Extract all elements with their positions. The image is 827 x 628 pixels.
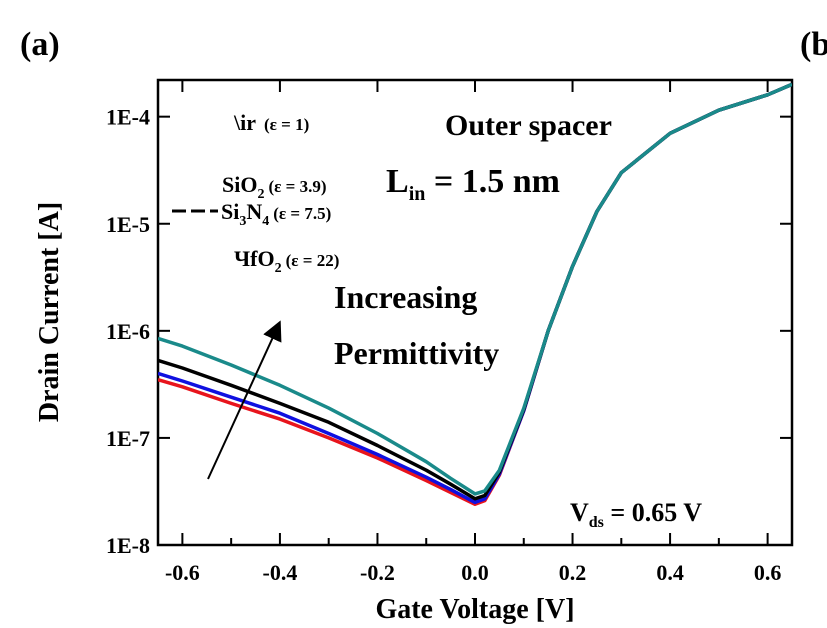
legend-item-air: \ir (ε = 1)	[233, 110, 309, 135]
legend-hfo2-main: ЧfO	[234, 246, 275, 271]
legend-si3n4-sub2: 4	[262, 214, 269, 229]
series-line-3	[158, 82, 792, 496]
y-tick-label: 1E-7	[106, 426, 150, 451]
annotation-vds-main: V	[570, 498, 589, 527]
legend-hfo2-sub: 2	[275, 261, 282, 276]
increasing-arrow	[207, 320, 282, 480]
annotation-lin-sub: in	[409, 183, 426, 205]
legend-air-eps: (ε = 1)	[264, 115, 309, 134]
annotation-lin-main: L	[386, 163, 409, 200]
legend-si3n4-b: N	[246, 199, 262, 224]
x-tick-label: 0.2	[559, 560, 587, 585]
legend-item-sio2: SiO2 (ε = 3.9)	[222, 172, 327, 202]
y-axis-ticks: 1E-8 1E-7 1E-6 1E-5 1E-4	[106, 105, 792, 558]
y-axis-label: Drain Current [A]	[34, 202, 65, 422]
next-panel-label: (b	[800, 26, 827, 63]
x-tick-label: -0.4	[263, 560, 298, 585]
y-tick-label: 1E-5	[106, 212, 150, 237]
y-tick-label: 1E-6	[106, 319, 150, 344]
x-axis-ticks: -0.6 -0.4 -0.2 0.0 0.2 0.4 0.6	[165, 80, 781, 585]
annotation-increasing: Increasing	[334, 279, 477, 315]
y-tick-label: 1E-8	[106, 533, 150, 558]
legend-si3n4-eps: (ε = 7.5)	[273, 204, 331, 223]
annotation-lin: Lin = 1.5 nm	[386, 163, 560, 205]
y-tick-label: 1E-4	[106, 105, 150, 130]
x-tick-label: 0.0	[461, 560, 489, 585]
curves-group	[158, 82, 792, 507]
legend-si3n4-sub1: 3	[239, 214, 246, 229]
legend: \ir (ε = 1) SiO2 (ε = 3.9) Si3N4 (ε = 7.5)…	[172, 110, 339, 276]
legend-hfo2-eps: (ε = 22)	[286, 251, 340, 270]
annotation-lin-value: = 1.5 nm	[425, 163, 560, 200]
legend-sio2-sub: 2	[257, 187, 264, 202]
legend-sio2-main: SiO	[222, 172, 257, 197]
annotation-vds-sub: ds	[589, 514, 604, 531]
legend-si3n4-a: Si	[221, 199, 239, 224]
x-axis-label: Gate Voltage [V]	[375, 594, 574, 625]
x-tick-label: -0.2	[360, 560, 395, 585]
annotation-permittivity: Permittivity	[334, 335, 499, 371]
annotation-outer-spacer: Outer spacer	[445, 109, 612, 142]
x-tick-label: -0.6	[165, 560, 200, 585]
x-tick-label: 0.6	[754, 560, 782, 585]
legend-air-main: \ir	[233, 110, 256, 135]
legend-item-hfo2: ЧfO2 (ε = 22)	[234, 246, 339, 276]
annotation-vds-value: = 0.65 V	[604, 498, 702, 527]
legend-sio2-eps: (ε = 3.9)	[268, 177, 326, 196]
x-tick-label: 0.4	[656, 560, 684, 585]
panel-label: (a)	[20, 26, 60, 63]
legend-item-si3n4: Si3N4 (ε = 7.5)	[221, 199, 331, 229]
annotation-vds: Vds = 0.65 V	[570, 498, 702, 531]
